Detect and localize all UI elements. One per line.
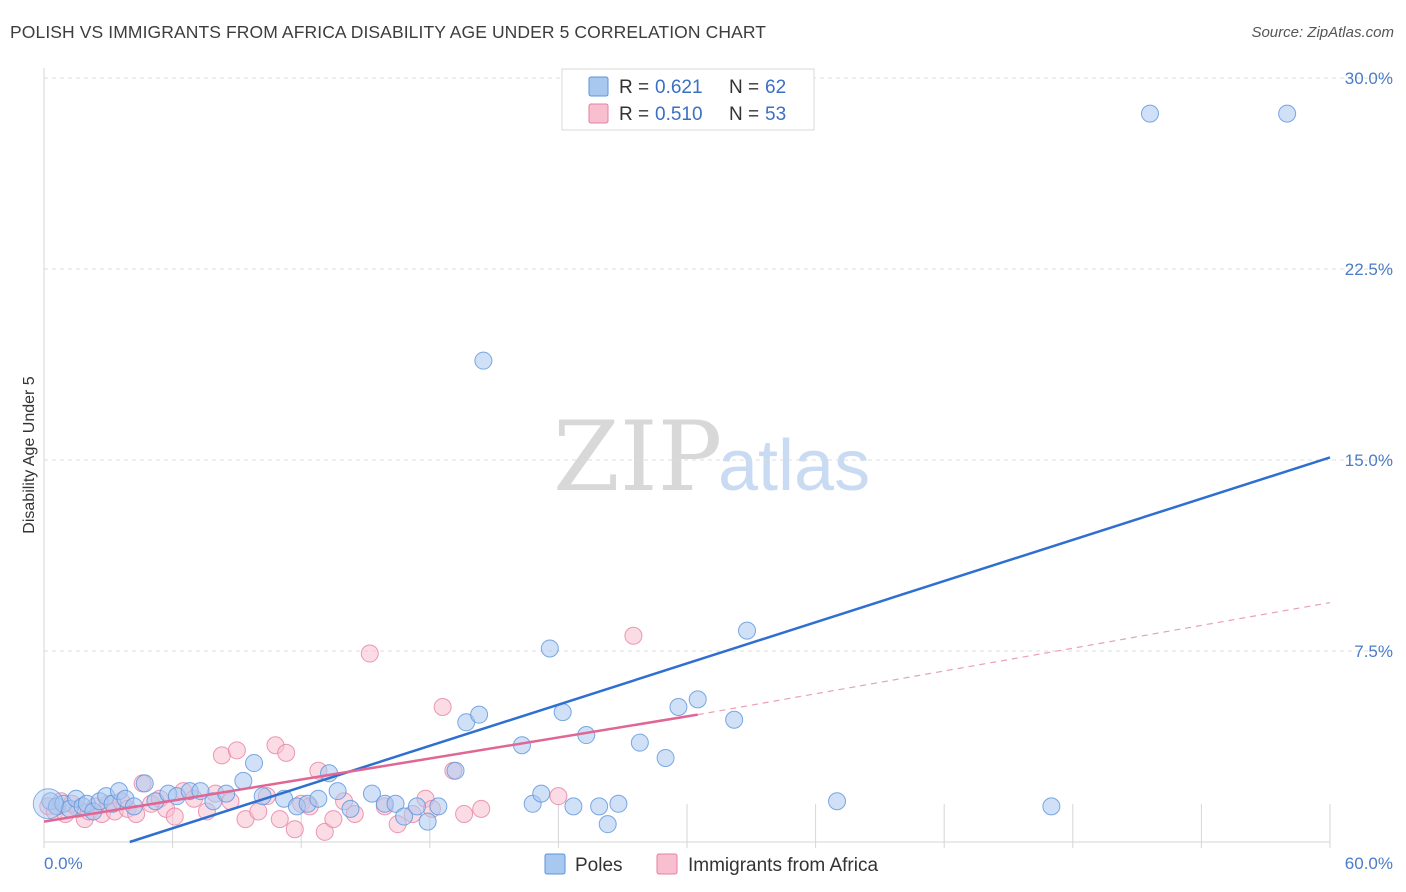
legend-r-value-poles: 0.621 [655,77,703,98]
poles-point [362,784,381,803]
series-legend: Poles Immigrants from Africa [544,853,878,876]
africa-trend-extension [697,602,1331,716]
poles-point [630,733,649,752]
y-tick-label: 30.0% [1345,69,1393,88]
x-tick-label-max: 60.0% [1345,854,1393,873]
africa-point [472,799,491,818]
africa-point [212,746,231,765]
bottom-legend-label-poles: Poles [575,855,623,876]
legend-swatch-poles [588,76,609,97]
chart-source: Source: ZipAtlas.com [1251,24,1394,41]
poles-point [418,812,437,831]
poles-point [446,761,465,780]
africa-point [277,743,296,762]
poles-point [328,782,347,801]
poles-point [688,690,707,709]
africa-point [315,822,334,841]
legend-swatch-africa [588,103,609,124]
poles-point [532,784,551,803]
africa-point [360,644,379,663]
poles-point [135,774,154,793]
bottom-legend-label-africa: Immigrants from Africa [688,855,878,876]
poles-point [1140,104,1159,123]
bottom-legend-swatch-africa [656,853,678,875]
poles-point [738,621,757,640]
y-tick-labels: 7.5% 15.0% 22.5% 30.0% [1345,69,1393,661]
legend-n-value-africa: 53 [765,104,786,125]
africa-trend-line [43,713,698,823]
legend-r-label-poles: R = [619,77,649,98]
poles-point [564,797,583,816]
poles-point [669,698,688,717]
poles-point [1042,797,1061,816]
watermark-atlas: atlas [718,426,870,506]
poles-point [656,748,675,767]
bottom-legend-swatch-poles [544,853,566,875]
poles-point [395,807,414,826]
watermark: ZIP atlas [553,401,870,513]
poles-point [407,797,426,816]
africa-point [165,807,184,826]
poles-point [32,788,64,820]
legend-r-label-africa: R = [619,104,649,125]
africa-point [270,810,289,829]
legend-n-label-africa: N = [729,104,759,125]
poles-point [828,792,847,811]
legend-r-value-africa: 0.510 [655,104,703,125]
poles-point [245,754,264,773]
correlation-legend: R = 0.621 N = 62 R = 0.510 N = 53 [561,68,815,131]
legend-n-value-poles: 62 [765,77,786,98]
poles-point [598,815,617,834]
poles-point [309,789,328,808]
poles-point [590,797,609,816]
africa-point [433,698,452,717]
poles-point [1278,104,1297,123]
poles-point [609,794,628,813]
y-tick-label: 7.5% [1354,642,1393,661]
y-axis-label: Disability Age Under 5 [21,376,38,534]
africa-point [549,787,568,806]
gridlines [44,77,1394,652]
poles-point [540,639,559,658]
x-tick-label-min: 0.0% [44,854,83,873]
africa-point [624,626,643,645]
africa-point [285,820,304,839]
legend-n-label-poles: N = [729,77,759,98]
poles-point [470,705,489,724]
series-poles [32,104,1297,834]
poles-point [341,799,360,818]
africa-point [324,810,343,829]
chart-title: POLISH VS IMMIGRANTS FROM AFRICA DISABIL… [10,22,767,42]
africa-point [249,802,268,821]
y-tick-label: 22.5% [1345,260,1393,279]
poles-point [429,797,448,816]
poles-point [725,710,744,729]
x-tick-marks [43,804,1331,848]
trend-lines [43,456,1331,844]
poles-trend-line [129,456,1331,844]
africa-point [227,741,246,760]
poles-point [386,794,405,813]
poles-point [474,351,493,370]
watermark-zip: ZIP [553,401,722,513]
africa-point [455,804,474,823]
y-tick-label: 15.0% [1345,451,1393,470]
